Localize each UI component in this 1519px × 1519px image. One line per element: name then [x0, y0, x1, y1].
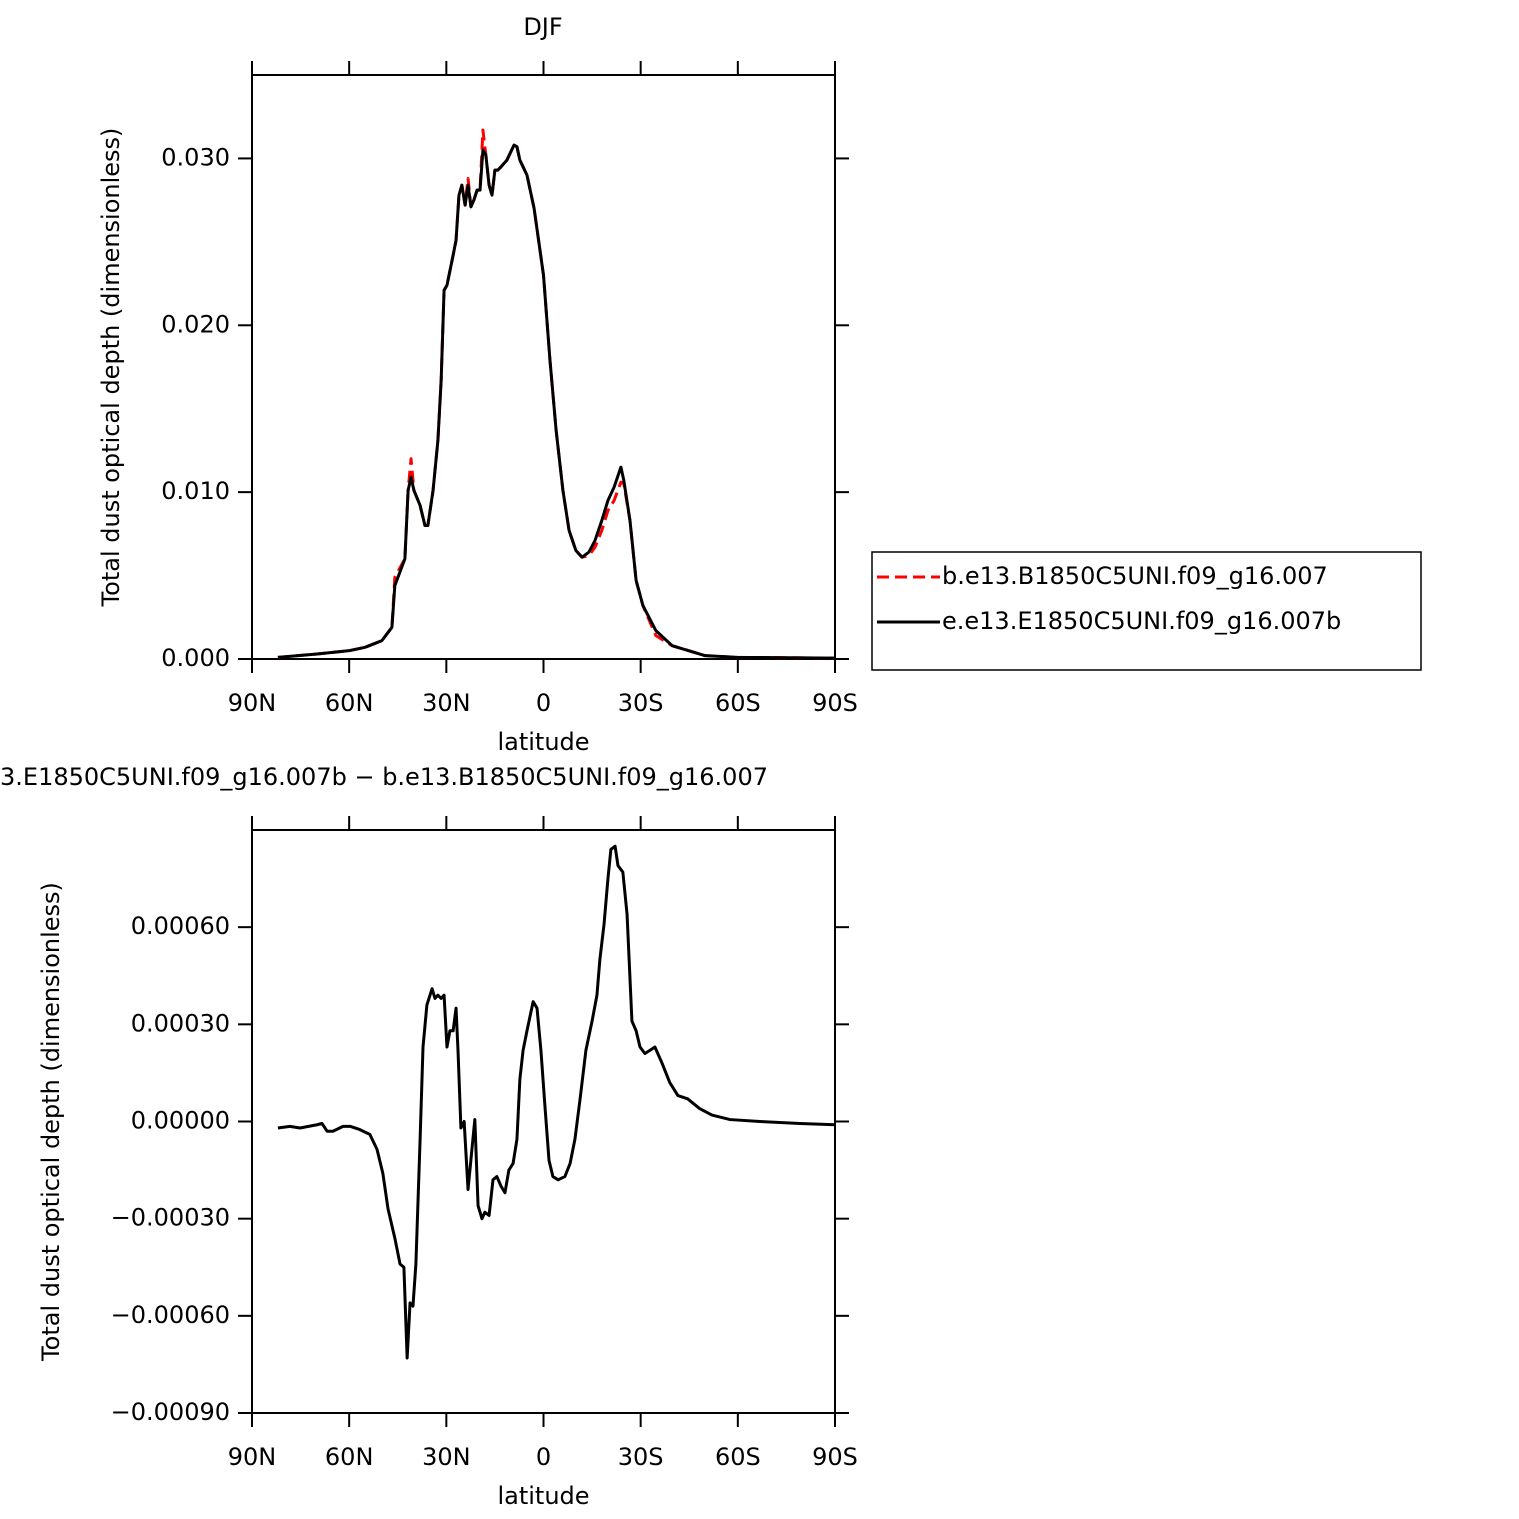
y-tick-label: −0.00090 [111, 1398, 230, 1426]
x-tick-label: 0 [536, 689, 551, 717]
data-line [277, 143, 836, 660]
x-tick-label: 30S [618, 689, 664, 717]
x-tick-label: 60S [715, 1443, 761, 1471]
y-tick-label: 0.030 [161, 143, 230, 171]
y-tick-label: 0.00000 [131, 1107, 230, 1135]
chart-title: 3.E1850C5UNI.f09_g16.007b − b.e13.B1850C… [0, 763, 768, 791]
y-tick-label: 0.020 [161, 310, 230, 338]
chart-title: DJF [523, 13, 562, 41]
x-axis-label: latitude [497, 728, 589, 756]
x-tick-label: 30N [422, 689, 471, 717]
x-tick-label: 90S [812, 1443, 858, 1471]
y-axis-label: Total dust optical depth (dimensionless) [97, 128, 125, 608]
legend-label: b.e13.B1850C5UNI.f09_g16.007 [942, 562, 1328, 590]
y-tick-label: 0.00030 [131, 1009, 230, 1037]
legend-label: e.e13.E1850C5UNI.f09_g16.007b [942, 607, 1341, 635]
y-tick-label: 0.00060 [131, 912, 230, 940]
x-tick-label: 60N [325, 689, 374, 717]
x-axis-label: latitude [497, 1482, 589, 1510]
legend-box [871, 551, 1422, 671]
plot-frame [251, 74, 836, 660]
y-tick-label: 0.010 [161, 477, 230, 505]
x-tick-label: 90N [228, 1443, 277, 1471]
x-tick-label: 60N [325, 1443, 374, 1471]
y-tick-label: 0.000 [161, 644, 230, 672]
x-tick-label: 90N [228, 689, 277, 717]
x-tick-label: 30S [618, 1443, 664, 1471]
y-tick-label: −0.00030 [111, 1204, 230, 1232]
x-tick-label: 90S [812, 689, 858, 717]
x-tick-label: 0 [536, 1443, 551, 1471]
x-tick-label: 30N [422, 1443, 471, 1471]
y-axis-label: Total dust optical depth (dimensionless) [37, 882, 65, 1362]
y-tick-label: −0.00060 [111, 1301, 230, 1329]
data-line [277, 128, 836, 660]
x-tick-label: 60S [715, 689, 761, 717]
data-line [277, 844, 836, 1360]
